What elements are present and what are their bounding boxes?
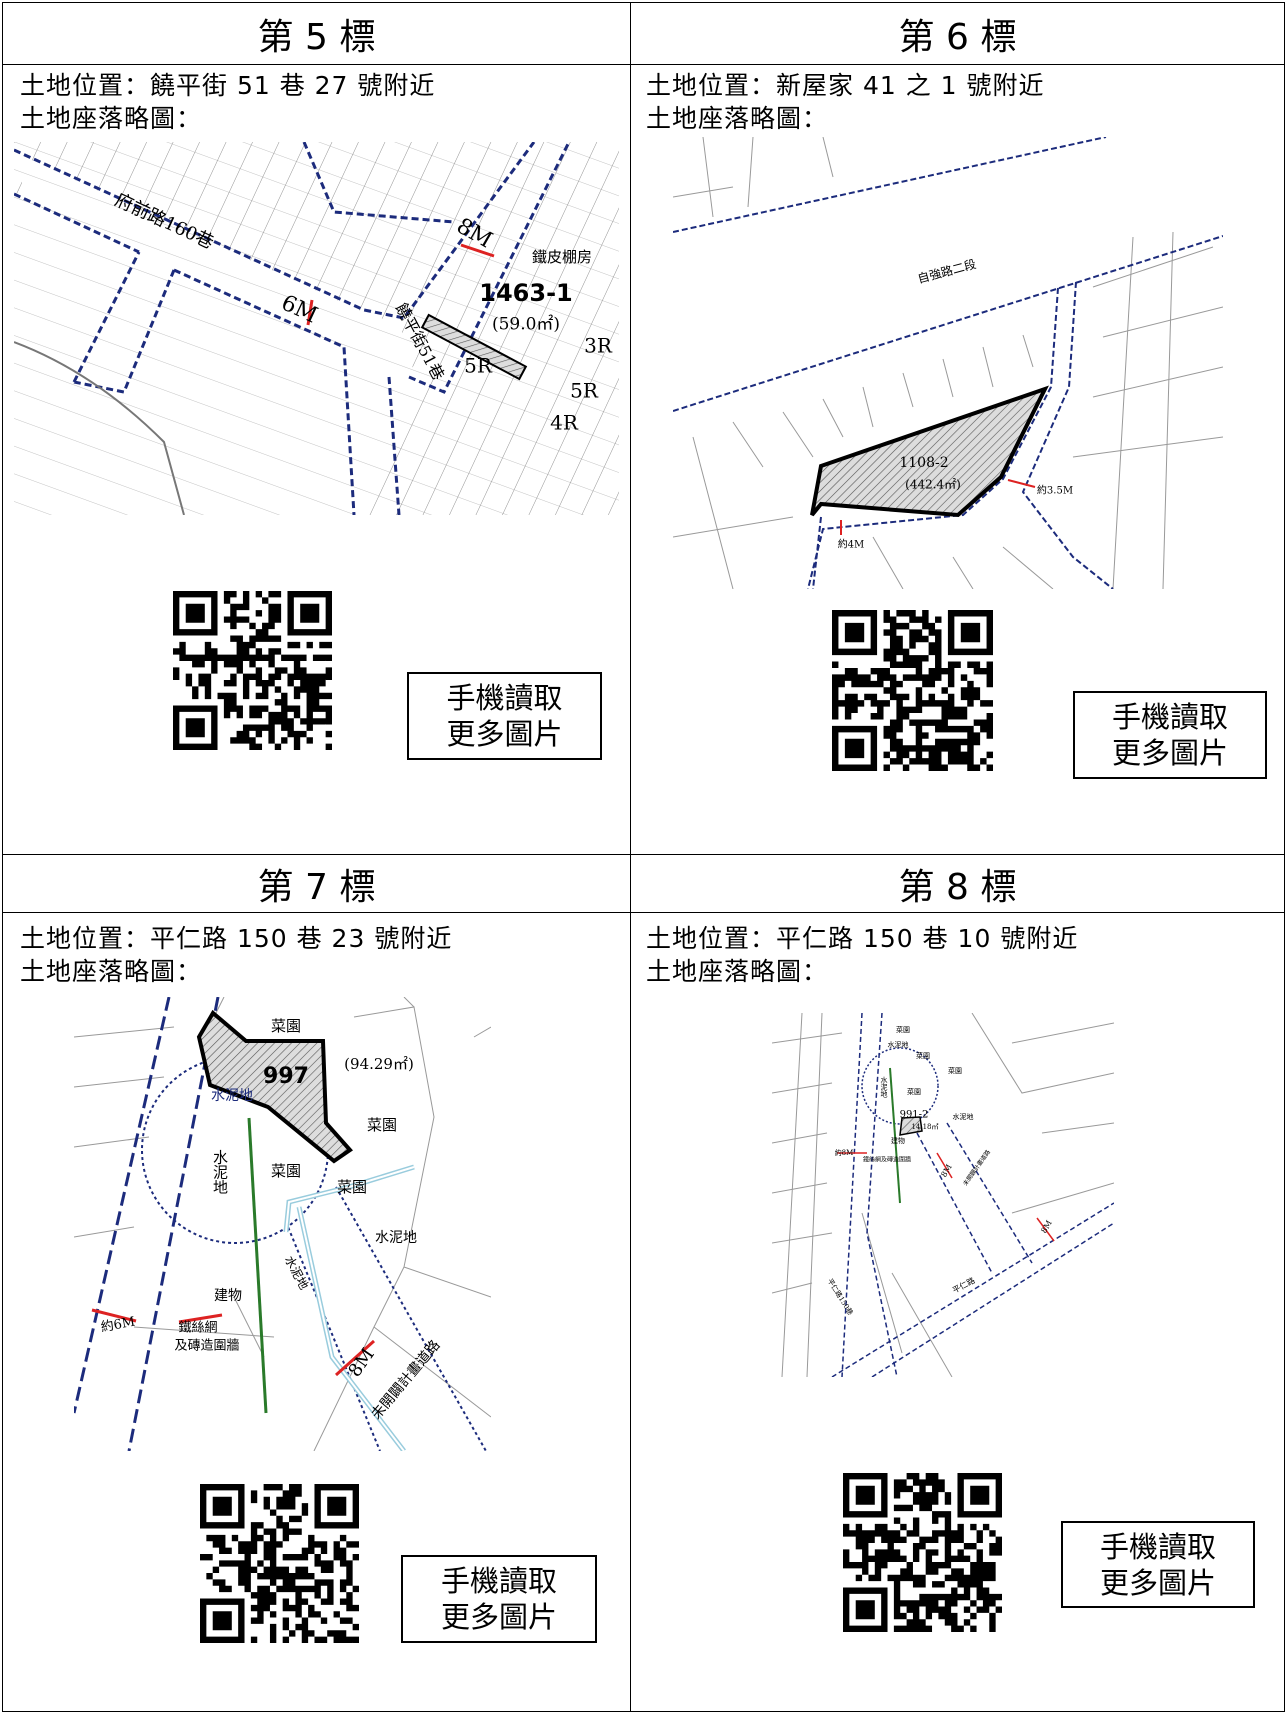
map-label: 8M (1039, 1219, 1053, 1235)
map-label: 建物 (214, 1288, 242, 1304)
map-label: 約3.5M (1037, 484, 1073, 497)
caption-line: 手機讀取 (1099, 1529, 1216, 1564)
location: 土地位置：新屋家 41 之 1 號附近 (646, 71, 1045, 100)
qr-code (832, 610, 993, 771)
map-label: 約4M (838, 538, 865, 551)
map-label: 1108-2 (899, 455, 948, 471)
caption-line: 更多圖片 (1099, 1565, 1216, 1600)
lot-title: 第 7 標 (2, 854, 631, 913)
map-label: 菜園 (916, 1051, 930, 1060)
qr-pattern (843, 1473, 1002, 1632)
site-map: 自強路二段 1108-2 (442.4㎡) 約3.5M 約4M (673, 137, 1223, 589)
caption-line: 更多圖片 (440, 1600, 557, 1634)
map-label: 約6M (100, 1315, 137, 1336)
map-label: 平仁路150巷 (826, 1277, 856, 1317)
qr-pattern (200, 1484, 359, 1643)
map-label: 991-2 (900, 1110, 929, 1121)
map-label: 5R (464, 354, 493, 378)
caption-line: 手機讀取 (440, 1564, 557, 1598)
map-label: (94.29㎡) (344, 1055, 414, 1073)
map-label: 菜園 (337, 1178, 367, 1196)
qr-code (173, 591, 332, 750)
qr-caption: 手機讀取 更多圖片 (401, 1555, 597, 1643)
map-label: 鐵皮棚房 (532, 248, 592, 266)
caption-line: 更多圖片 (446, 717, 563, 751)
map-label: 4R (550, 411, 579, 435)
map-label: 菜園 (367, 1116, 397, 1134)
map-label: 鐵絲網及磚造圍牆 (863, 1156, 911, 1164)
map-label: 3R (584, 334, 613, 358)
qr-caption: 手機讀取 更多圖片 (407, 672, 602, 760)
map-label: 菜園 (896, 1025, 910, 1034)
lot-title: 第 8 標 (630, 854, 1285, 913)
caption-line: 手機讀取 (1111, 700, 1228, 734)
map-label: 建物 (891, 1136, 905, 1145)
map-label: 水泥地 (880, 1076, 888, 1098)
map-label: 菜園 (948, 1066, 962, 1075)
caption-line: 手機讀取 (446, 681, 563, 715)
qr-code (200, 1484, 359, 1643)
sketch-label: 土地座落略圖： (20, 957, 203, 986)
site-map: 菜園水泥地菜園菜園菜園水泥地水泥地991-214.18㎡建物約8M鐵絲網及磚造圍… (772, 1013, 1114, 1377)
map-label: 水泥地 (953, 1112, 974, 1121)
sketch-label: 土地座落略圖： (646, 957, 829, 986)
lot-title: 第 6 標 (630, 2, 1285, 65)
map-label: 14.18㎡ (911, 1123, 938, 1131)
location: 土地位置：饒平街 51 巷 27 號附近 (20, 71, 436, 100)
location: 土地位置：平仁路 150 巷 23 號附近 (20, 924, 453, 953)
location: 土地位置：平仁路 150 巷 10 號附近 (646, 924, 1079, 953)
qr-pattern (832, 610, 993, 771)
qr-caption: 手機讀取 更多圖片 (1061, 1521, 1255, 1608)
map-label: 菜園 (271, 1162, 301, 1180)
map-label: 菜園 (907, 1087, 921, 1096)
map-label: 及磚造圍牆 (174, 1339, 239, 1354)
qr-caption: 手機讀取 更多圖片 (1073, 691, 1267, 779)
lot-title: 第 5 標 (2, 2, 631, 65)
map-label: 8M (344, 1344, 378, 1381)
sketch-label: 土地座落略圖： (20, 104, 203, 133)
qr-pattern (173, 591, 332, 750)
map-label: 水泥地 (211, 1088, 253, 1104)
lot-cell (630, 912, 1285, 1712)
map-label: 未開闢計畫道路 (368, 1337, 443, 1422)
map-label: 水泥地 (375, 1230, 417, 1246)
map-label: 水泥地 (211, 1150, 229, 1195)
sketch-label: 土地座落略圖： (646, 104, 829, 133)
map-label: 平仁路 (951, 1275, 977, 1295)
map-label: 5R (570, 379, 599, 403)
map-label: (59.0㎡) (492, 315, 560, 335)
map-label: 水泥地 (888, 1040, 909, 1049)
map-label: 約8M (835, 1148, 854, 1157)
map-label: 鐵絲網 (178, 1320, 217, 1336)
map-label: 997 (263, 1064, 309, 1089)
map-label: 1463-1 (479, 279, 572, 307)
map-label: 自強路二段 (916, 256, 978, 286)
map-label: (442.4㎡) (905, 478, 961, 492)
caption-line: 更多圖片 (1111, 736, 1228, 770)
qr-code (843, 1473, 1002, 1632)
map-label: 菜園 (271, 1017, 301, 1035)
